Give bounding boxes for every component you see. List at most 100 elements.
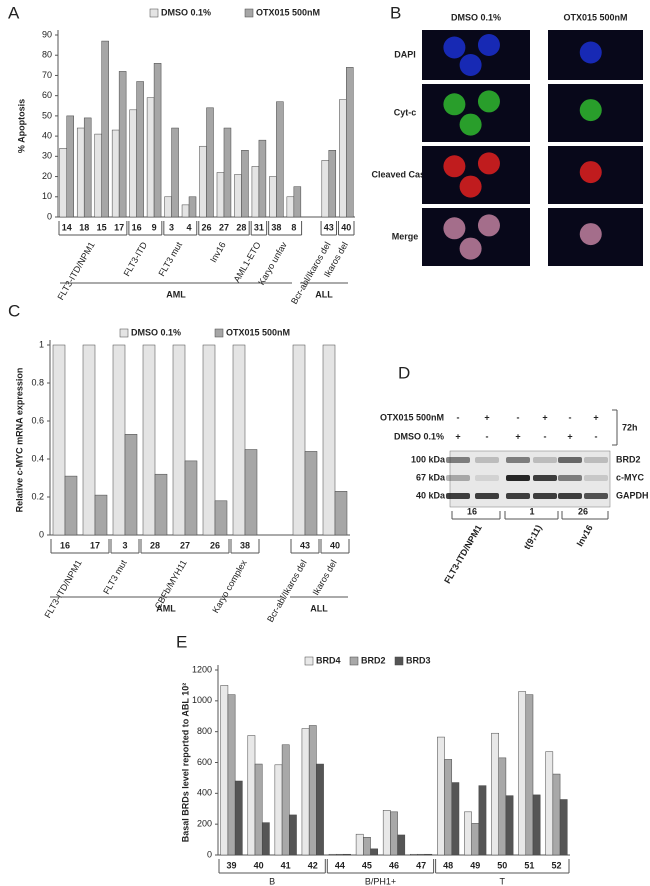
x-tick-label: 3	[122, 540, 127, 550]
cell	[579, 41, 602, 64]
marker-label: 40 kDa	[416, 490, 446, 500]
row-label: Merge	[392, 231, 419, 241]
bar	[370, 848, 379, 856]
bar	[118, 71, 127, 218]
bar	[274, 764, 283, 856]
cell	[579, 99, 602, 122]
treatment-sign: +	[567, 431, 572, 441]
bar	[154, 473, 168, 536]
treatment-label: OTX015 500nM	[380, 412, 444, 422]
y-tick-label: 60	[42, 90, 52, 100]
cell	[579, 223, 602, 246]
bar	[289, 814, 297, 856]
y-tick-label: 0.8	[31, 377, 44, 387]
bar	[464, 811, 472, 856]
legend-label: BRD2	[361, 655, 386, 665]
bar	[363, 837, 371, 856]
y-axis-label: Basal BRDs level reported to ABL 10²	[180, 683, 190, 843]
x-tick-label: 51	[524, 860, 534, 870]
bar	[328, 853, 337, 856]
bar	[518, 691, 527, 856]
bar	[269, 176, 277, 218]
bar	[64, 475, 78, 536]
x-tick-label: 28	[150, 540, 160, 550]
bar	[334, 491, 348, 536]
bar	[223, 127, 232, 218]
x-tick-label: 42	[308, 860, 318, 870]
bar	[247, 735, 256, 856]
group-label: Inv16	[575, 523, 595, 548]
bar	[308, 725, 317, 856]
y-tick-label: 10	[42, 191, 52, 201]
y-tick-label: 90	[42, 29, 52, 39]
panel-letter: A	[8, 3, 20, 22]
bar	[417, 853, 425, 856]
y-tick-label: 20	[42, 171, 52, 181]
panel-letter: E	[176, 632, 187, 651]
treatment-sign: +	[542, 412, 547, 422]
bar	[355, 833, 364, 856]
bar	[52, 344, 66, 536]
bar	[525, 694, 534, 856]
bar	[437, 736, 445, 856]
bar	[478, 785, 487, 856]
bar	[251, 166, 260, 218]
bar	[82, 344, 96, 536]
bar	[346, 67, 354, 218]
treatment-sign: -	[595, 431, 598, 441]
bar	[390, 811, 398, 856]
bar	[153, 63, 162, 218]
bar	[111, 129, 120, 218]
x-tick-label: 45	[362, 860, 372, 870]
legend-swatch	[244, 8, 254, 18]
bar	[382, 810, 391, 856]
legend-swatch	[214, 328, 224, 338]
x-tick-label: 49	[470, 860, 480, 870]
x-tick-label: 52	[551, 860, 561, 870]
blot-band	[506, 457, 530, 463]
group-label: FLT3-ITD/NPM1	[442, 523, 484, 585]
y-tick-label: 0.4	[31, 453, 44, 463]
treatment-sign: -	[457, 412, 460, 422]
bar	[424, 853, 433, 856]
group-label: t(9;11)	[522, 523, 544, 551]
x-tick-label: 46	[389, 860, 399, 870]
bar	[545, 751, 554, 856]
group-label: Ikaros del	[311, 558, 339, 597]
panel-letter: C	[8, 301, 20, 320]
x-tick-label: 39	[227, 860, 237, 870]
x-tick-label: 8	[291, 222, 296, 232]
bar	[281, 744, 290, 856]
column-label: OTX015 500nM	[563, 12, 627, 22]
blot-band	[584, 475, 608, 481]
bar	[321, 160, 330, 218]
y-tick-label: 200	[197, 819, 212, 829]
x-tick-label: 40	[254, 860, 264, 870]
group-label: FLT3 mut	[101, 558, 129, 596]
bar	[220, 685, 229, 856]
bar	[199, 145, 207, 218]
bar	[94, 133, 102, 218]
supergroup-label: AML	[166, 289, 186, 299]
bar	[136, 81, 144, 218]
bar	[216, 172, 225, 218]
blot-band	[584, 457, 608, 463]
x-tick-label: 26	[201, 222, 211, 232]
x-tick-label: 17	[90, 540, 100, 550]
bar	[276, 101, 284, 218]
bar	[206, 107, 214, 218]
x-tick-label: 31	[254, 222, 264, 232]
bar	[328, 150, 337, 218]
y-axis-label: % Apoptosis	[16, 99, 26, 153]
bar	[322, 344, 336, 536]
cell	[477, 152, 500, 175]
blot-band	[558, 457, 582, 463]
legend-swatch	[394, 656, 404, 666]
blot-band	[475, 475, 499, 481]
group-label: FLT3-ITD	[122, 240, 150, 278]
bar	[254, 763, 263, 856]
bar	[316, 763, 324, 856]
bar	[129, 109, 137, 218]
column-label: DMSO 0.1%	[451, 12, 501, 22]
